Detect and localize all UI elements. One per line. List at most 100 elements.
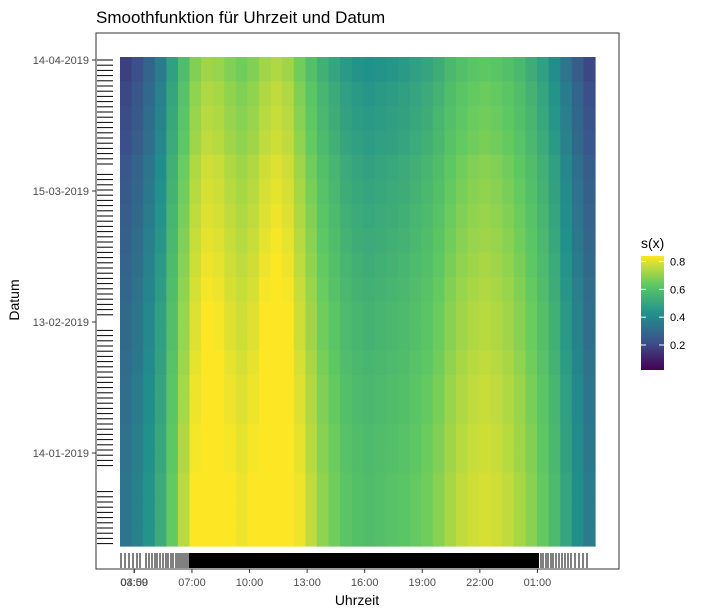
heatmap-cell bbox=[409, 374, 422, 400]
heatmap-cell bbox=[316, 423, 330, 449]
heatmap-cell bbox=[537, 350, 550, 376]
heatmap-cell bbox=[560, 105, 573, 131]
heatmap-cell bbox=[432, 154, 445, 180]
heatmap-cell bbox=[177, 105, 191, 131]
heatmap-cell bbox=[340, 228, 353, 254]
legend-tick-label: 0.2 bbox=[670, 340, 685, 352]
heatmap-cell bbox=[235, 448, 249, 474]
heatmap-cell bbox=[120, 423, 133, 449]
heatmap-cell bbox=[421, 448, 434, 474]
heatmap-cell bbox=[432, 252, 445, 278]
heatmap-cell bbox=[131, 252, 144, 278]
heatmap-cell bbox=[293, 448, 306, 474]
heatmap-cell bbox=[235, 130, 249, 156]
heatmap-cell bbox=[374, 130, 388, 156]
heatmap-cell bbox=[548, 350, 561, 376]
heatmap-cell bbox=[363, 105, 376, 131]
heatmap-cell bbox=[270, 154, 283, 180]
heatmap-cell bbox=[143, 130, 156, 156]
heatmap-cell bbox=[537, 252, 550, 278]
heatmap-cell bbox=[282, 472, 295, 498]
heatmap-cell bbox=[490, 325, 503, 351]
x-rug bbox=[120, 553, 588, 568]
heatmap-cell bbox=[432, 521, 445, 547]
heatmap-cell bbox=[421, 252, 434, 278]
heatmap-cell bbox=[224, 105, 237, 131]
heatmap-cell bbox=[131, 277, 144, 303]
heatmap-cell bbox=[177, 374, 191, 400]
heatmap-cell bbox=[270, 325, 283, 351]
heatmap-cell bbox=[455, 154, 469, 180]
heatmap-cell bbox=[513, 130, 527, 156]
heatmap-cell bbox=[131, 497, 144, 523]
heatmap-cell bbox=[513, 252, 527, 278]
heatmap-cell bbox=[444, 374, 457, 400]
heatmap-cell bbox=[282, 203, 295, 229]
heatmap-cell bbox=[316, 350, 330, 376]
heatmap-cell bbox=[513, 325, 527, 351]
heatmap-cell bbox=[525, 130, 538, 156]
heatmap-cell bbox=[305, 81, 318, 107]
heatmap-cell bbox=[455, 130, 469, 156]
x-tick-label: 13:00 bbox=[293, 577, 321, 589]
heatmap-cell bbox=[143, 301, 156, 327]
heatmap-cell bbox=[120, 497, 133, 523]
legend: s(x) 0.8 0.6 0.4 0.2 bbox=[641, 235, 685, 370]
heatmap-cell bbox=[409, 179, 422, 205]
heatmap-cell bbox=[455, 105, 469, 131]
heatmap-cell bbox=[455, 350, 469, 376]
heatmap-cell bbox=[120, 448, 133, 474]
heatmap-cell bbox=[259, 57, 272, 83]
x-rug-dense bbox=[189, 553, 539, 568]
heatmap-cell bbox=[282, 228, 295, 254]
heatmap-cell bbox=[467, 277, 480, 303]
heatmap-cell bbox=[525, 154, 538, 180]
heatmap-cell bbox=[502, 179, 515, 205]
heatmap-cell bbox=[560, 252, 573, 278]
heatmap-cell bbox=[421, 81, 434, 107]
heatmap-cell bbox=[479, 57, 492, 83]
heatmap-cell bbox=[502, 130, 515, 156]
heatmap-cell bbox=[154, 472, 167, 498]
heatmap-cell bbox=[583, 399, 596, 425]
heatmap-cell bbox=[548, 374, 561, 400]
heatmap-cell bbox=[513, 399, 527, 425]
heatmap-cell bbox=[328, 399, 341, 425]
heatmap-cell bbox=[235, 399, 249, 425]
heatmap-cell bbox=[316, 399, 330, 425]
heatmap-cell bbox=[490, 399, 503, 425]
heatmap-cell bbox=[247, 154, 260, 180]
heatmap-cell bbox=[432, 423, 445, 449]
heatmap-cell bbox=[282, 399, 295, 425]
heatmap-cell bbox=[201, 105, 214, 131]
heatmap-cell bbox=[201, 448, 214, 474]
heatmap-cell bbox=[386, 130, 399, 156]
heatmap-cell bbox=[490, 130, 503, 156]
heatmap-cell bbox=[363, 423, 376, 449]
heatmap-cell bbox=[455, 228, 469, 254]
heatmap-cell bbox=[398, 521, 411, 547]
heatmap-cell bbox=[305, 228, 318, 254]
heatmap-cell bbox=[525, 81, 538, 107]
heatmap-cell bbox=[432, 105, 445, 131]
heatmap-cell bbox=[467, 374, 480, 400]
heatmap-cell bbox=[444, 521, 457, 547]
heatmap-cell bbox=[259, 325, 272, 351]
heatmap-cell bbox=[120, 81, 133, 107]
heatmap-cell bbox=[421, 497, 434, 523]
heatmap-cell bbox=[386, 497, 399, 523]
heatmap-cell bbox=[571, 154, 585, 180]
heatmap-cell bbox=[270, 57, 283, 83]
heatmap-cell bbox=[455, 57, 469, 83]
heatmap-cell bbox=[189, 301, 202, 327]
heatmap-cell bbox=[398, 179, 411, 205]
heatmap-cell bbox=[525, 179, 538, 205]
x-tick-label: 03:59 bbox=[120, 577, 148, 589]
heatmap-cell bbox=[131, 203, 144, 229]
heatmap-cell bbox=[131, 154, 144, 180]
heatmap-cell bbox=[212, 252, 225, 278]
heatmap-cell bbox=[270, 179, 283, 205]
heatmap-cell bbox=[421, 228, 434, 254]
heatmap-cell bbox=[143, 252, 156, 278]
heatmap-cell bbox=[363, 399, 376, 425]
